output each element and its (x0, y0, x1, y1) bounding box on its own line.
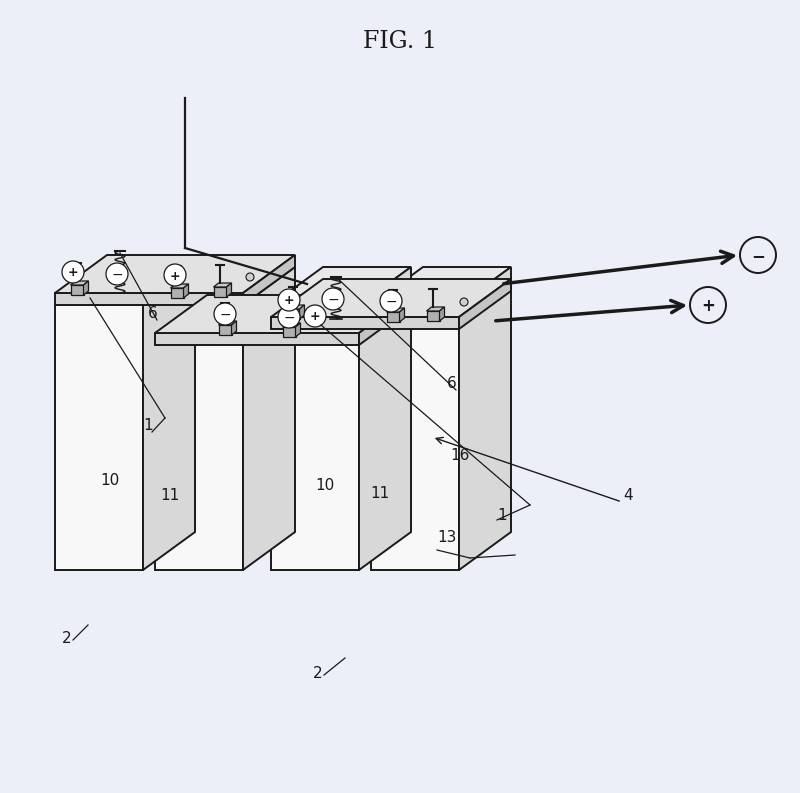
Polygon shape (359, 267, 411, 570)
Polygon shape (143, 267, 195, 570)
Polygon shape (170, 288, 183, 298)
Polygon shape (426, 307, 445, 311)
Polygon shape (55, 255, 295, 293)
Text: 10: 10 (315, 478, 334, 493)
Polygon shape (155, 267, 295, 305)
Circle shape (214, 303, 236, 325)
Circle shape (740, 237, 776, 273)
Polygon shape (271, 305, 359, 570)
Polygon shape (170, 284, 189, 288)
Text: +: + (284, 294, 294, 308)
Polygon shape (359, 295, 411, 345)
Polygon shape (214, 287, 226, 297)
Polygon shape (371, 267, 511, 305)
Polygon shape (55, 267, 195, 305)
Circle shape (246, 273, 254, 281)
Circle shape (322, 288, 344, 310)
Polygon shape (282, 323, 301, 327)
Text: 11: 11 (370, 486, 390, 501)
Text: 6: 6 (447, 376, 457, 391)
Text: +: + (170, 270, 180, 282)
Circle shape (164, 264, 186, 286)
Text: 2: 2 (62, 631, 72, 646)
Circle shape (69, 273, 77, 281)
Polygon shape (371, 305, 459, 570)
Polygon shape (70, 285, 83, 295)
Text: 2: 2 (313, 666, 322, 681)
Polygon shape (386, 308, 405, 312)
Polygon shape (286, 309, 299, 319)
Polygon shape (295, 323, 301, 337)
Text: −: − (111, 268, 123, 282)
Text: 11: 11 (160, 488, 179, 503)
Circle shape (278, 306, 300, 328)
Polygon shape (399, 308, 405, 322)
Polygon shape (286, 305, 305, 309)
Polygon shape (83, 281, 89, 295)
Polygon shape (243, 267, 295, 570)
Polygon shape (282, 327, 295, 337)
Circle shape (285, 298, 293, 306)
Polygon shape (55, 305, 143, 570)
Text: −: − (751, 247, 765, 265)
Circle shape (304, 305, 326, 327)
Polygon shape (218, 325, 231, 335)
Polygon shape (155, 305, 243, 570)
Polygon shape (183, 284, 189, 298)
Polygon shape (271, 267, 411, 305)
Polygon shape (439, 307, 445, 321)
Text: −: − (219, 308, 231, 322)
Text: 6: 6 (148, 306, 158, 321)
Polygon shape (271, 279, 511, 317)
Circle shape (460, 298, 468, 306)
Polygon shape (271, 317, 459, 329)
Polygon shape (155, 333, 359, 345)
Text: FIG. 1: FIG. 1 (363, 30, 437, 53)
Text: −: − (283, 311, 295, 325)
Text: 16: 16 (450, 448, 470, 463)
Circle shape (690, 287, 726, 323)
Polygon shape (243, 255, 295, 305)
Circle shape (106, 263, 128, 285)
Polygon shape (214, 283, 231, 287)
Text: 1: 1 (497, 508, 506, 523)
Circle shape (62, 261, 84, 283)
Text: 4: 4 (623, 488, 633, 503)
Text: +: + (68, 266, 78, 279)
Polygon shape (55, 293, 243, 305)
Text: 13: 13 (437, 530, 456, 545)
Text: −: − (385, 295, 397, 309)
Text: +: + (701, 297, 715, 315)
Polygon shape (226, 283, 231, 297)
Polygon shape (231, 321, 237, 335)
Text: −: − (327, 293, 339, 307)
Text: 1: 1 (143, 418, 153, 433)
Text: +: + (310, 311, 320, 324)
Circle shape (278, 289, 300, 311)
Polygon shape (386, 312, 399, 322)
Polygon shape (70, 281, 89, 285)
Polygon shape (426, 311, 439, 321)
Circle shape (380, 290, 402, 312)
Text: 10: 10 (100, 473, 119, 488)
Polygon shape (459, 267, 511, 570)
Polygon shape (155, 295, 411, 333)
Polygon shape (218, 321, 237, 325)
Polygon shape (459, 279, 511, 329)
Polygon shape (299, 305, 305, 319)
